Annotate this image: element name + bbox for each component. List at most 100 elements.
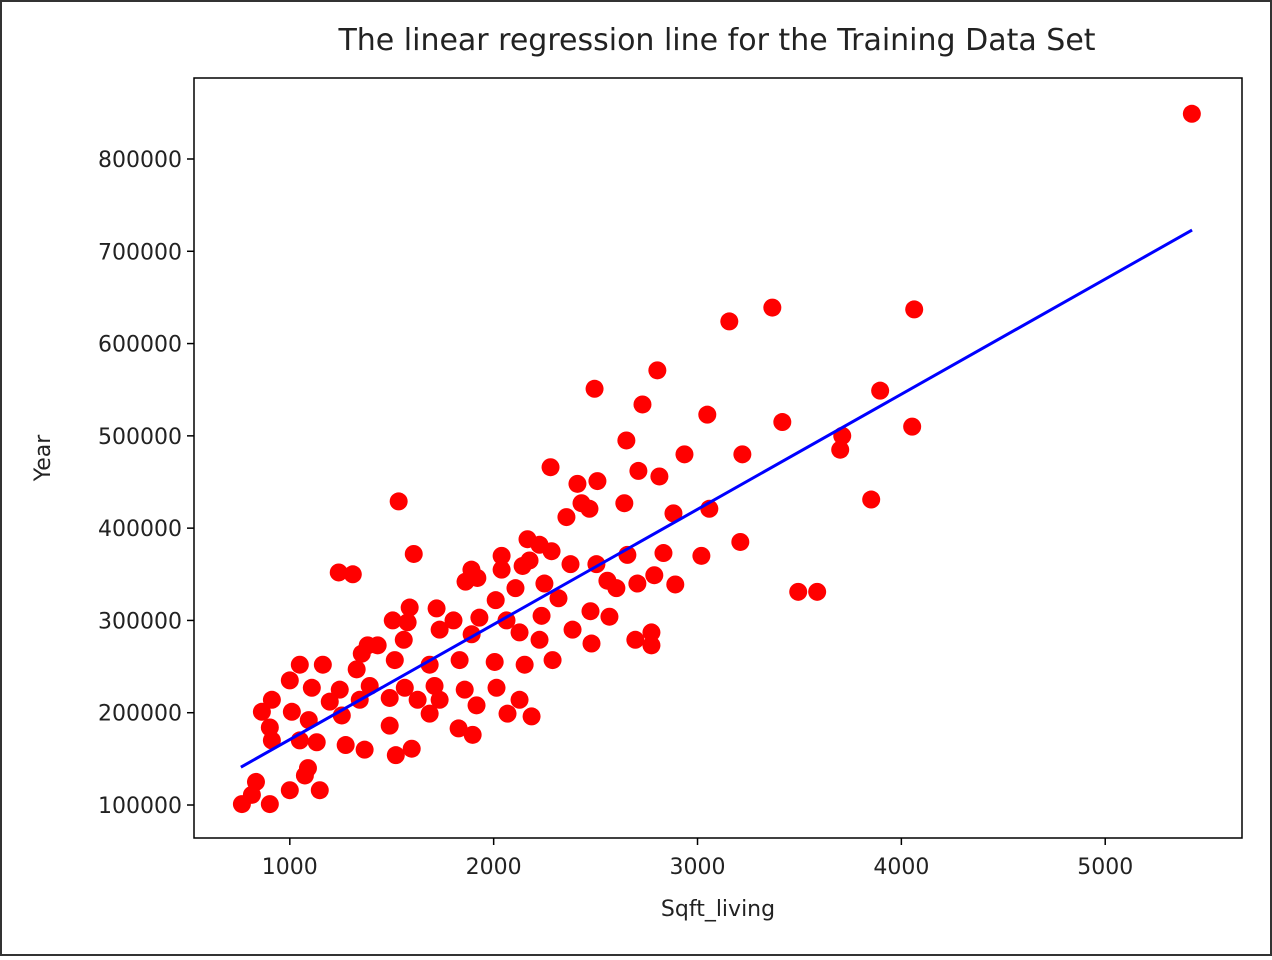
scatter-point bbox=[486, 591, 505, 610]
scatter-point bbox=[582, 634, 601, 653]
scatter-point bbox=[456, 572, 475, 591]
scatter-point bbox=[542, 542, 561, 561]
scatter-point bbox=[522, 707, 541, 726]
scatter-point bbox=[450, 651, 469, 670]
scatter-point bbox=[650, 467, 669, 486]
scatter-point bbox=[282, 702, 301, 721]
scatter-point bbox=[541, 458, 560, 477]
scatter-point bbox=[642, 623, 661, 642]
scatter-point bbox=[498, 704, 517, 723]
scatter-point bbox=[763, 298, 782, 317]
scatter-point bbox=[642, 636, 661, 655]
scatter-point bbox=[607, 579, 626, 598]
scatter-point bbox=[549, 589, 568, 608]
scatter-point bbox=[628, 574, 647, 593]
scatter-point bbox=[773, 413, 792, 432]
scatter-point bbox=[510, 623, 529, 642]
scatter-point bbox=[698, 405, 717, 424]
scatter-point bbox=[347, 660, 366, 679]
scatter-point bbox=[329, 563, 348, 582]
scatter-point bbox=[664, 504, 683, 523]
scatter-point bbox=[520, 551, 539, 570]
y-tick-label: 700000 bbox=[98, 240, 182, 265]
scatter-point bbox=[580, 499, 599, 518]
scatter-point bbox=[871, 381, 890, 400]
scatter-point bbox=[492, 546, 511, 565]
scatter-point bbox=[530, 630, 549, 649]
scatter-point bbox=[557, 508, 576, 527]
scatter-point bbox=[543, 651, 562, 670]
scatter-point bbox=[563, 620, 582, 639]
scatter-point bbox=[430, 620, 449, 639]
scatter-point bbox=[515, 655, 534, 674]
scatter-point bbox=[232, 795, 251, 814]
scatter-point bbox=[427, 599, 446, 618]
plot-frame bbox=[193, 77, 1243, 839]
scatter-point bbox=[568, 474, 587, 493]
y-tick-label: 400000 bbox=[98, 517, 182, 542]
scatter-point bbox=[252, 702, 271, 721]
scatter-point bbox=[420, 655, 439, 674]
y-tick-label: 200000 bbox=[98, 702, 182, 727]
scatter-point bbox=[692, 546, 711, 565]
scatter-point bbox=[380, 688, 399, 707]
scatter-point bbox=[733, 445, 752, 464]
scatter-point bbox=[355, 740, 374, 759]
scatter-point bbox=[626, 630, 645, 649]
scatter-point bbox=[260, 795, 279, 814]
scatter-point bbox=[402, 739, 421, 758]
scatter-point bbox=[343, 565, 362, 584]
scatter-point bbox=[463, 725, 482, 744]
regression-line bbox=[240, 228, 1193, 769]
scatter-point bbox=[903, 417, 922, 436]
scatter-point bbox=[1182, 104, 1201, 123]
scatter-point bbox=[485, 652, 504, 671]
scatter-point bbox=[617, 431, 636, 450]
scatter-point bbox=[380, 716, 399, 735]
scatter-point bbox=[262, 690, 281, 709]
scatter-point bbox=[535, 574, 554, 593]
scatter-point bbox=[295, 766, 314, 785]
scatter-point bbox=[420, 704, 439, 723]
scatter-point bbox=[313, 655, 332, 674]
scatter-point bbox=[648, 361, 667, 380]
scatter-point bbox=[280, 781, 299, 800]
scatter-point bbox=[467, 696, 486, 715]
scatter-point bbox=[600, 607, 619, 626]
scatter-point bbox=[561, 555, 580, 574]
scatter-point bbox=[510, 690, 529, 709]
scatter-point bbox=[394, 630, 413, 649]
scatter-point bbox=[633, 395, 652, 414]
x-tick-label: 5000 bbox=[1077, 855, 1133, 880]
scatter-point bbox=[720, 312, 739, 331]
scatter-point bbox=[395, 678, 414, 697]
scatter-point bbox=[487, 678, 506, 697]
scatter-point bbox=[588, 472, 607, 491]
scatter-point bbox=[307, 733, 326, 752]
scatter-point bbox=[675, 445, 694, 464]
scatter-point bbox=[455, 680, 474, 699]
scatter-point bbox=[352, 644, 371, 663]
scatter-point bbox=[581, 602, 600, 621]
scatter-point bbox=[532, 606, 551, 625]
scatter-point bbox=[408, 690, 427, 709]
x-tick-label: 1000 bbox=[262, 855, 318, 880]
scatter-point bbox=[310, 781, 329, 800]
y-tick-label: 600000 bbox=[98, 333, 182, 358]
scatter-point bbox=[290, 655, 309, 674]
scatter-point bbox=[262, 731, 281, 750]
scatter-point bbox=[385, 651, 404, 670]
scatter-point bbox=[862, 490, 881, 509]
scatter-point bbox=[905, 300, 924, 319]
scatter-point bbox=[400, 598, 419, 617]
scatter-point bbox=[389, 492, 408, 511]
y-axis-label: Year bbox=[31, 434, 56, 483]
x-axis-label: Sqft_living bbox=[661, 897, 775, 922]
scatter-point bbox=[444, 611, 463, 630]
y-tick-label: 100000 bbox=[98, 794, 182, 819]
scatter-point bbox=[629, 461, 648, 480]
y-tick-label: 800000 bbox=[98, 148, 182, 173]
scatter-point bbox=[425, 676, 444, 695]
x-tick-label: 4000 bbox=[873, 855, 929, 880]
